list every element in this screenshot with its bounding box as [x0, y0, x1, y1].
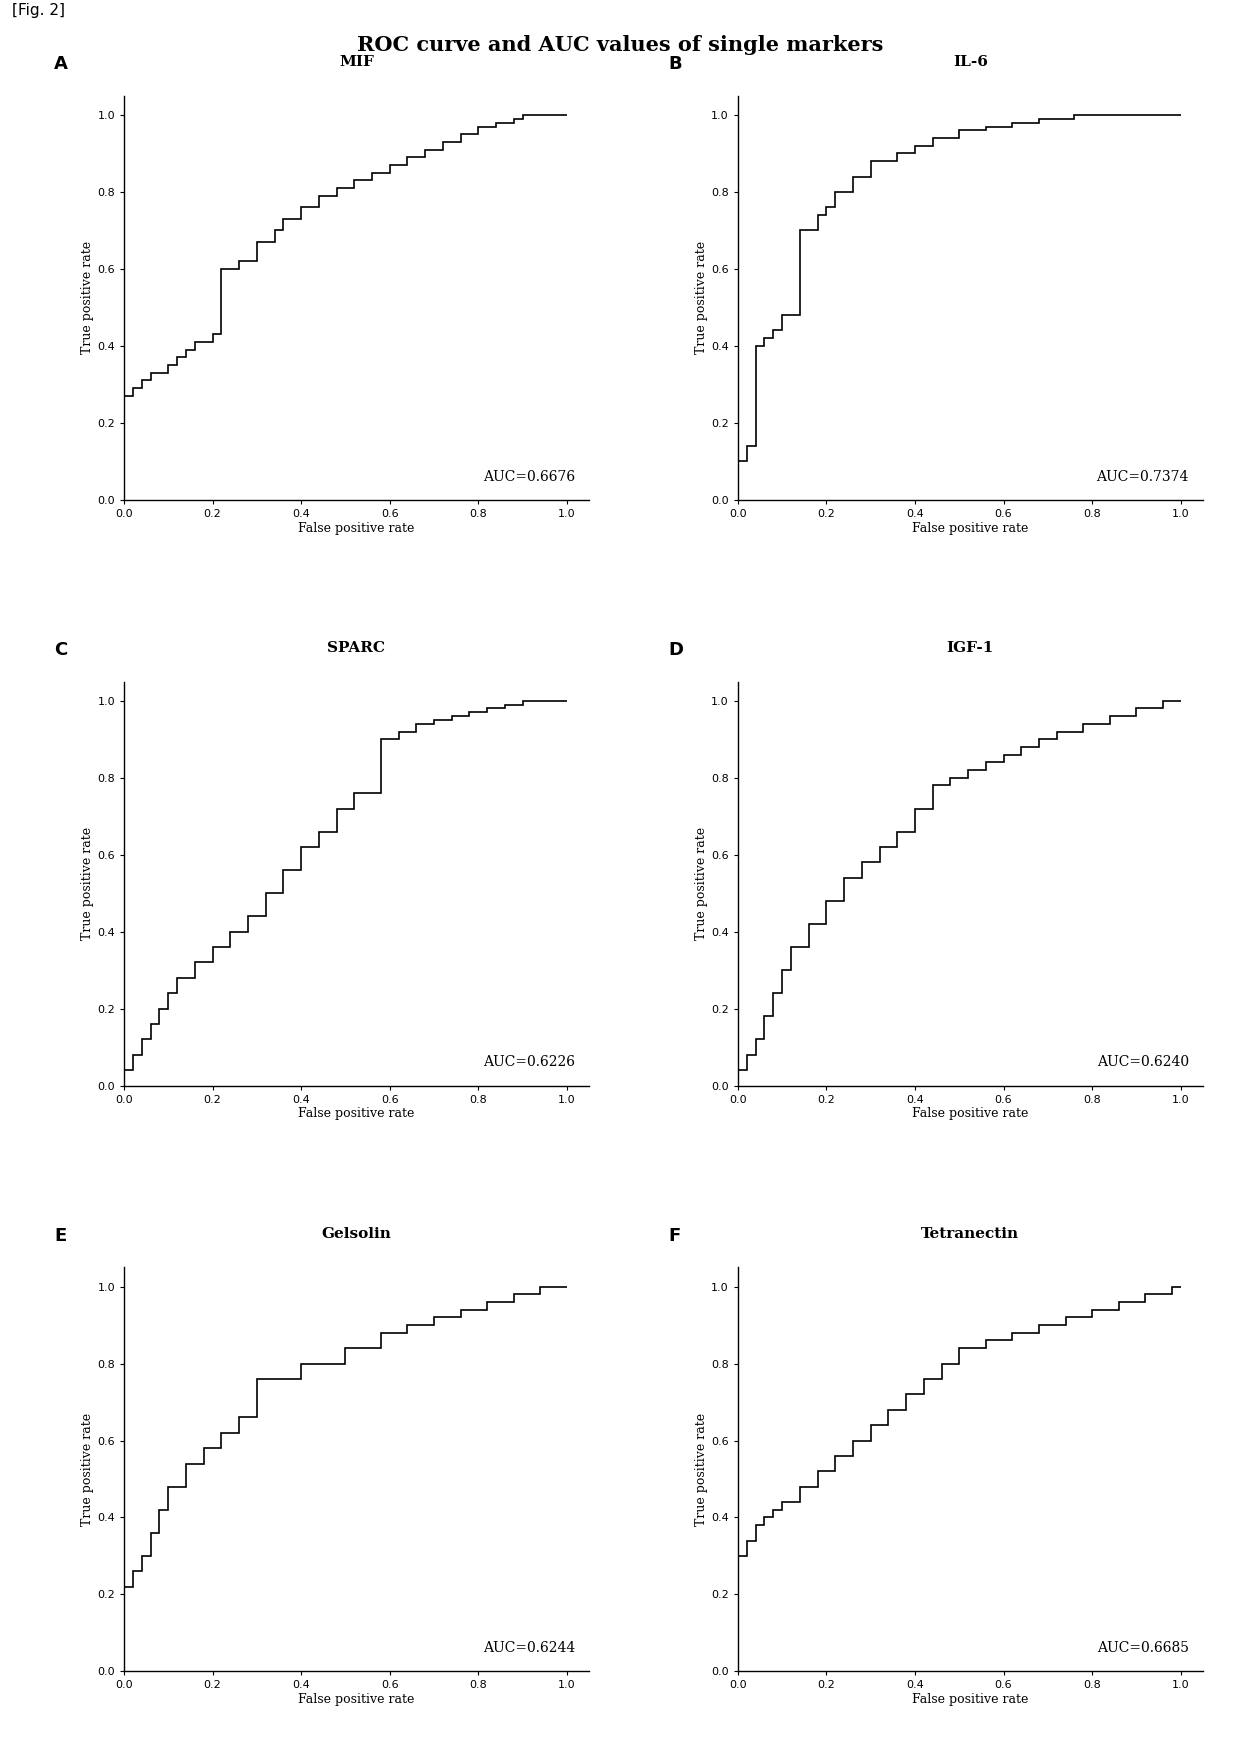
- Y-axis label: True positive rate: True positive rate: [696, 827, 708, 940]
- Text: IL-6: IL-6: [952, 56, 988, 70]
- Text: B: B: [668, 56, 682, 73]
- X-axis label: False positive rate: False positive rate: [913, 522, 1028, 534]
- Y-axis label: True positive rate: True positive rate: [696, 242, 708, 355]
- Y-axis label: True positive rate: True positive rate: [82, 242, 94, 355]
- Text: C: C: [55, 641, 67, 660]
- Text: Gelsolin: Gelsolin: [321, 1227, 392, 1241]
- Text: AUC=0.7374: AUC=0.7374: [1096, 470, 1189, 484]
- Y-axis label: True positive rate: True positive rate: [696, 1412, 708, 1525]
- Y-axis label: True positive rate: True positive rate: [82, 1412, 94, 1525]
- Text: AUC=0.6240: AUC=0.6240: [1096, 1055, 1189, 1069]
- X-axis label: False positive rate: False positive rate: [299, 522, 414, 534]
- Y-axis label: True positive rate: True positive rate: [82, 827, 94, 940]
- Text: AUC=0.6226: AUC=0.6226: [484, 1055, 575, 1069]
- Text: D: D: [668, 641, 683, 660]
- X-axis label: False positive rate: False positive rate: [913, 1694, 1028, 1706]
- Text: AUC=0.6685: AUC=0.6685: [1097, 1642, 1189, 1656]
- Text: A: A: [55, 56, 68, 73]
- Text: E: E: [55, 1227, 67, 1245]
- X-axis label: False positive rate: False positive rate: [913, 1107, 1028, 1121]
- Text: F: F: [668, 1227, 681, 1245]
- X-axis label: False positive rate: False positive rate: [299, 1107, 414, 1121]
- Text: AUC=0.6244: AUC=0.6244: [482, 1642, 575, 1656]
- Text: [Fig. 2]: [Fig. 2]: [12, 3, 66, 19]
- Text: ROC curve and AUC values of single markers: ROC curve and AUC values of single marke…: [357, 35, 883, 54]
- Text: MIF: MIF: [339, 56, 374, 70]
- Text: IGF-1: IGF-1: [946, 641, 994, 655]
- Text: AUC=0.6676: AUC=0.6676: [482, 470, 575, 484]
- X-axis label: False positive rate: False positive rate: [299, 1694, 414, 1706]
- Text: SPARC: SPARC: [327, 641, 386, 655]
- Text: Tetranectin: Tetranectin: [921, 1227, 1019, 1241]
